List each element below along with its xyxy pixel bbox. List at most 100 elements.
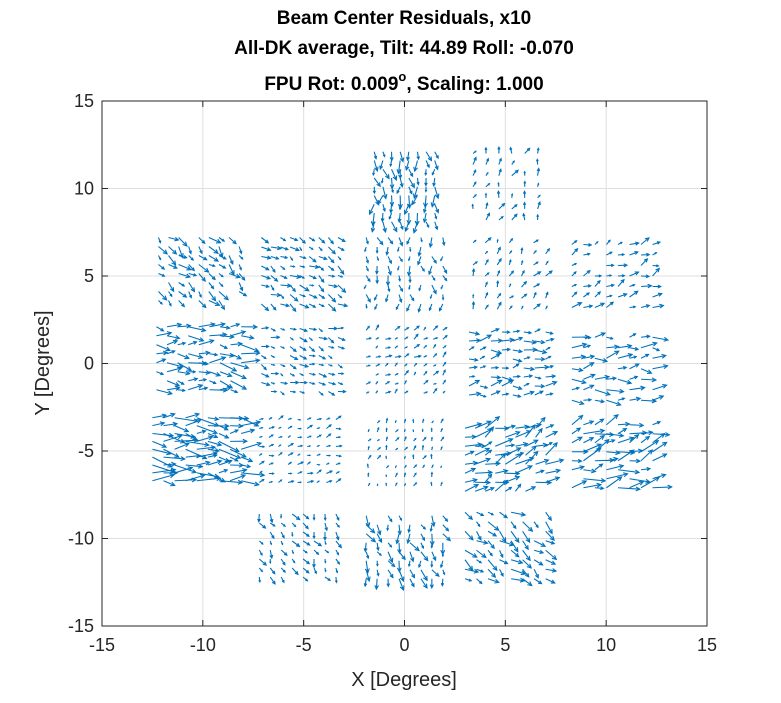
quiver-arrow (497, 181, 500, 187)
arrow-head (223, 426, 229, 431)
arrow-head (273, 328, 277, 332)
arrow-head (646, 369, 653, 374)
arrow-head (303, 328, 309, 332)
arrow-head (430, 545, 434, 549)
arrow-head (260, 542, 264, 545)
quiver-arrow (302, 558, 311, 565)
quiver-arrow (420, 551, 429, 562)
arrow-head (552, 442, 558, 448)
arrow-head (632, 283, 636, 287)
quiver-arrow (583, 478, 607, 484)
quiver-arrow (297, 444, 304, 448)
arrow-head (337, 524, 340, 528)
arrow-head (367, 325, 370, 329)
quiver-arrow (464, 530, 474, 541)
quiver-arrow (421, 444, 425, 451)
quiver-arrow (229, 468, 248, 474)
arrow-shaft (379, 160, 384, 170)
quiver-arrow (376, 454, 382, 460)
arrow-head (525, 537, 531, 544)
arrow-head (443, 369, 446, 373)
arrow-head (469, 450, 475, 455)
quiver-arrow (497, 145, 501, 154)
arrow-shaft (409, 542, 420, 551)
arrow-shaft (523, 391, 534, 396)
quiver-arrow (178, 282, 186, 287)
quiver-arrow (424, 169, 428, 176)
quiver-arrow (640, 258, 649, 266)
quiver-arrow (299, 293, 307, 298)
quiver-arrow (442, 326, 448, 331)
arrow-head (406, 156, 410, 162)
arrow-shaft (545, 559, 556, 565)
arrow-head (234, 389, 239, 394)
arrow-head (551, 374, 557, 379)
arrow-head (396, 373, 399, 376)
quiver-arrow (429, 533, 435, 547)
arrow-head (535, 158, 539, 162)
quiver-arrow (583, 354, 596, 360)
arrow-head (443, 361, 447, 365)
arrow-head (397, 268, 400, 271)
arrow-head (171, 260, 177, 266)
quiver-arrow (432, 370, 440, 376)
arrow-head (638, 480, 645, 486)
arrow-head (609, 301, 615, 306)
arrow-head (205, 460, 211, 466)
quiver-arrow (533, 521, 539, 529)
arrow-head (235, 322, 241, 327)
arrow-head (288, 435, 292, 438)
arrow-head (222, 256, 227, 260)
arrow-shaft (640, 440, 659, 453)
quiver-arrow (185, 440, 210, 447)
quiver-arrow (505, 447, 522, 456)
arrow-head (645, 435, 651, 441)
quiver-arrow (652, 364, 669, 370)
arrow-head (662, 383, 668, 389)
arrow-shaft (198, 273, 206, 282)
arrow-shaft (188, 272, 197, 277)
quiver-arrow (166, 339, 179, 346)
arrow-head (441, 436, 445, 440)
quiver-arrow (498, 157, 502, 165)
arrow-shaft (163, 480, 175, 486)
arrow-head (239, 250, 243, 255)
arrow-head (501, 537, 507, 543)
arrow-head (610, 263, 615, 268)
arrow-head (378, 420, 381, 423)
arrow-head (197, 384, 204, 389)
quiver-arrow (520, 247, 524, 254)
arrow-shaft (434, 186, 439, 199)
arrow-head (529, 390, 535, 396)
arrow-head (300, 444, 304, 448)
arrow-shaft (241, 421, 261, 427)
quiver-arrow (302, 549, 308, 554)
quiver-arrow (515, 451, 525, 456)
arrow-shaft (484, 474, 493, 483)
arrow-head (647, 449, 654, 455)
quiver-arrow (335, 549, 340, 556)
arrow-head (367, 278, 371, 283)
arrow-shaft (606, 284, 614, 288)
quiver-arrow (594, 486, 605, 491)
arrow-head (617, 476, 623, 482)
arrow-head (487, 473, 493, 479)
arrow-shaft (533, 569, 539, 578)
arrow-shaft (174, 467, 193, 474)
quiver-arrow (389, 195, 395, 208)
quiver-arrow (545, 442, 553, 447)
arrow-shaft (533, 271, 541, 277)
quiver-arrow (387, 256, 392, 265)
quiver-arrow (629, 478, 651, 484)
arrow-head (534, 249, 537, 253)
quiver-arrow (606, 376, 618, 381)
quiver-arrow (258, 470, 263, 474)
arrow-head (514, 204, 518, 208)
arrow-shaft (327, 237, 334, 244)
quiver-arrow (594, 418, 605, 426)
quiver-arrow (545, 260, 549, 266)
quiver-arrow (594, 463, 604, 471)
quiver-arrow (335, 567, 339, 574)
arrow-head (190, 257, 195, 261)
quiver-arrow (384, 362, 389, 367)
